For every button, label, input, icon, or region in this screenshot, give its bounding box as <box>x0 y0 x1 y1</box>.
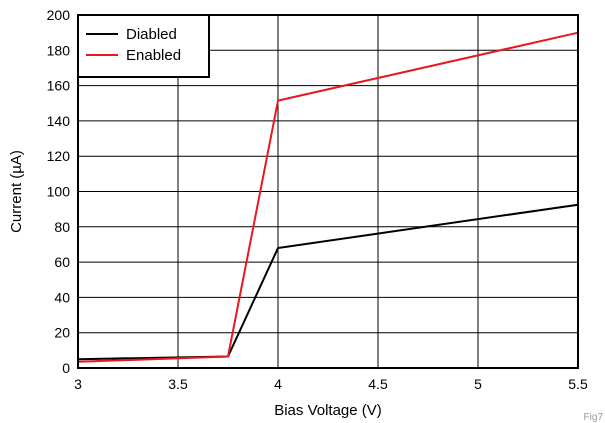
series-layer <box>77 31 579 363</box>
y-axis-label: Current (µA) <box>8 150 25 233</box>
y-tick-label: 140 <box>47 113 71 129</box>
x-tick-labels: 3 3.5 4 4.5 5 5.5 <box>74 376 588 392</box>
y-tick-label: 0 <box>62 360 70 376</box>
x-tick-label: 3.5 <box>168 376 188 392</box>
x-tick-label: 4 <box>274 376 282 392</box>
y-tick-label: 160 <box>47 78 71 94</box>
plot-frame <box>77 14 579 369</box>
y-tick-label: 60 <box>54 254 70 270</box>
x-tick-label: 3 <box>74 376 82 392</box>
legend-label: Diabled <box>126 26 177 43</box>
series-line-disabled <box>77 203 579 361</box>
y-tick-label: 20 <box>54 325 70 341</box>
legend-box <box>77 14 210 78</box>
x-tick-label: 5 <box>474 376 482 392</box>
y-tick-label: 80 <box>54 219 70 235</box>
y-tick-label: 180 <box>47 42 71 58</box>
y-tick-label: 40 <box>54 289 70 305</box>
y-tick-label: 100 <box>47 184 71 200</box>
legend-label: Enabled <box>126 47 181 64</box>
y-tick-label: 120 <box>47 148 71 164</box>
legend: Diabled Enabled <box>77 14 210 78</box>
x-axis-label: Bias Voltage (V) <box>274 402 382 419</box>
x-tick-label: 4.5 <box>368 376 388 392</box>
y-tick-label: 200 <box>47 7 71 23</box>
series-line-enabled <box>77 31 579 363</box>
x-tick-label: 5.5 <box>568 376 588 392</box>
figure-label: Fig7 <box>584 412 604 423</box>
y-tick-labels: 0 20 40 60 80 100 120 140 160 180 200 <box>47 7 71 376</box>
grid-lines <box>78 15 578 368</box>
